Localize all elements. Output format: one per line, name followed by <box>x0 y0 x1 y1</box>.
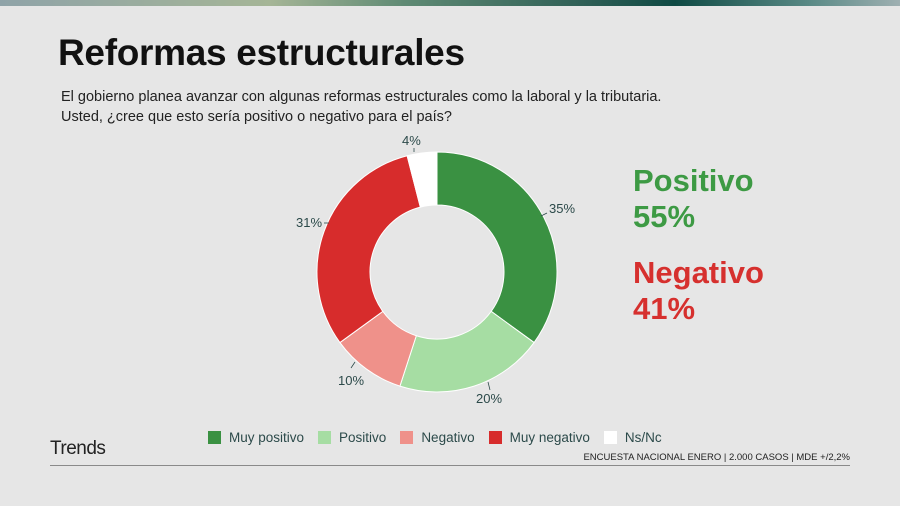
page-title: Reformas estructurales <box>58 32 465 73</box>
negative-value: 41% <box>633 291 696 326</box>
question-line-2: Usted, ¿cree que esto sería positivo o n… <box>61 109 452 125</box>
legend-label: Ns/Nc <box>624 430 662 445</box>
legend-label: Positivo <box>339 430 387 445</box>
positive-label: Positivo <box>633 163 754 198</box>
legend-item-nsnc: Ns/Nc <box>603 430 662 445</box>
legend-label: Muy positivo <box>229 430 305 445</box>
label-muy-positivo: 35% <box>549 201 575 216</box>
positive-value: 55% <box>633 199 696 234</box>
top-gradient-bar <box>0 0 900 6</box>
donut-segment <box>406 151 438 208</box>
label-positivo: 20% <box>476 391 502 406</box>
leader-lines <box>324 148 548 391</box>
legend-label: Negativo <box>421 430 475 445</box>
brand-logo: Trends <box>50 438 106 459</box>
positive-summary: Positivo 55% <box>633 163 764 235</box>
legend-swatch <box>318 431 332 444</box>
donut-segment <box>436 151 558 344</box>
legend-swatch <box>400 431 414 444</box>
donut-segment <box>316 155 421 344</box>
question-line-1: El gobierno planea avanzar con algunas r… <box>61 89 662 105</box>
label-muy-negativo: 31% <box>296 215 322 230</box>
legend-swatch <box>488 431 502 444</box>
label-nsnc: 4% <box>402 133 421 148</box>
legend-item-positivo: Positivo <box>318 430 386 445</box>
chart-legend: Muy positivo Positivo Negativo Muy negat… <box>208 430 662 445</box>
label-negativo: 10% <box>338 373 364 388</box>
legend-item-muy-positivo: Muy positivo <box>208 430 304 445</box>
summary-panel: Positivo 55% Negativo 41% <box>633 163 764 327</box>
legend-swatch <box>603 431 617 444</box>
legend-item-negativo: Negativo <box>400 430 475 445</box>
negative-label: Negativo <box>633 255 764 290</box>
legend-item-muy-negativo: Muy negativo <box>488 430 590 445</box>
donut-segments <box>316 151 558 393</box>
survey-note: ENCUESTA NACIONAL ENERO | 2.000 CASOS | … <box>583 452 850 463</box>
legend-label: Muy negativo <box>509 430 590 445</box>
negative-summary: Negativo 41% <box>633 255 764 327</box>
question-text: El gobierno planea avanzar con algunas r… <box>61 87 661 127</box>
footer-divider <box>50 465 850 466</box>
legend-swatch <box>208 431 221 444</box>
